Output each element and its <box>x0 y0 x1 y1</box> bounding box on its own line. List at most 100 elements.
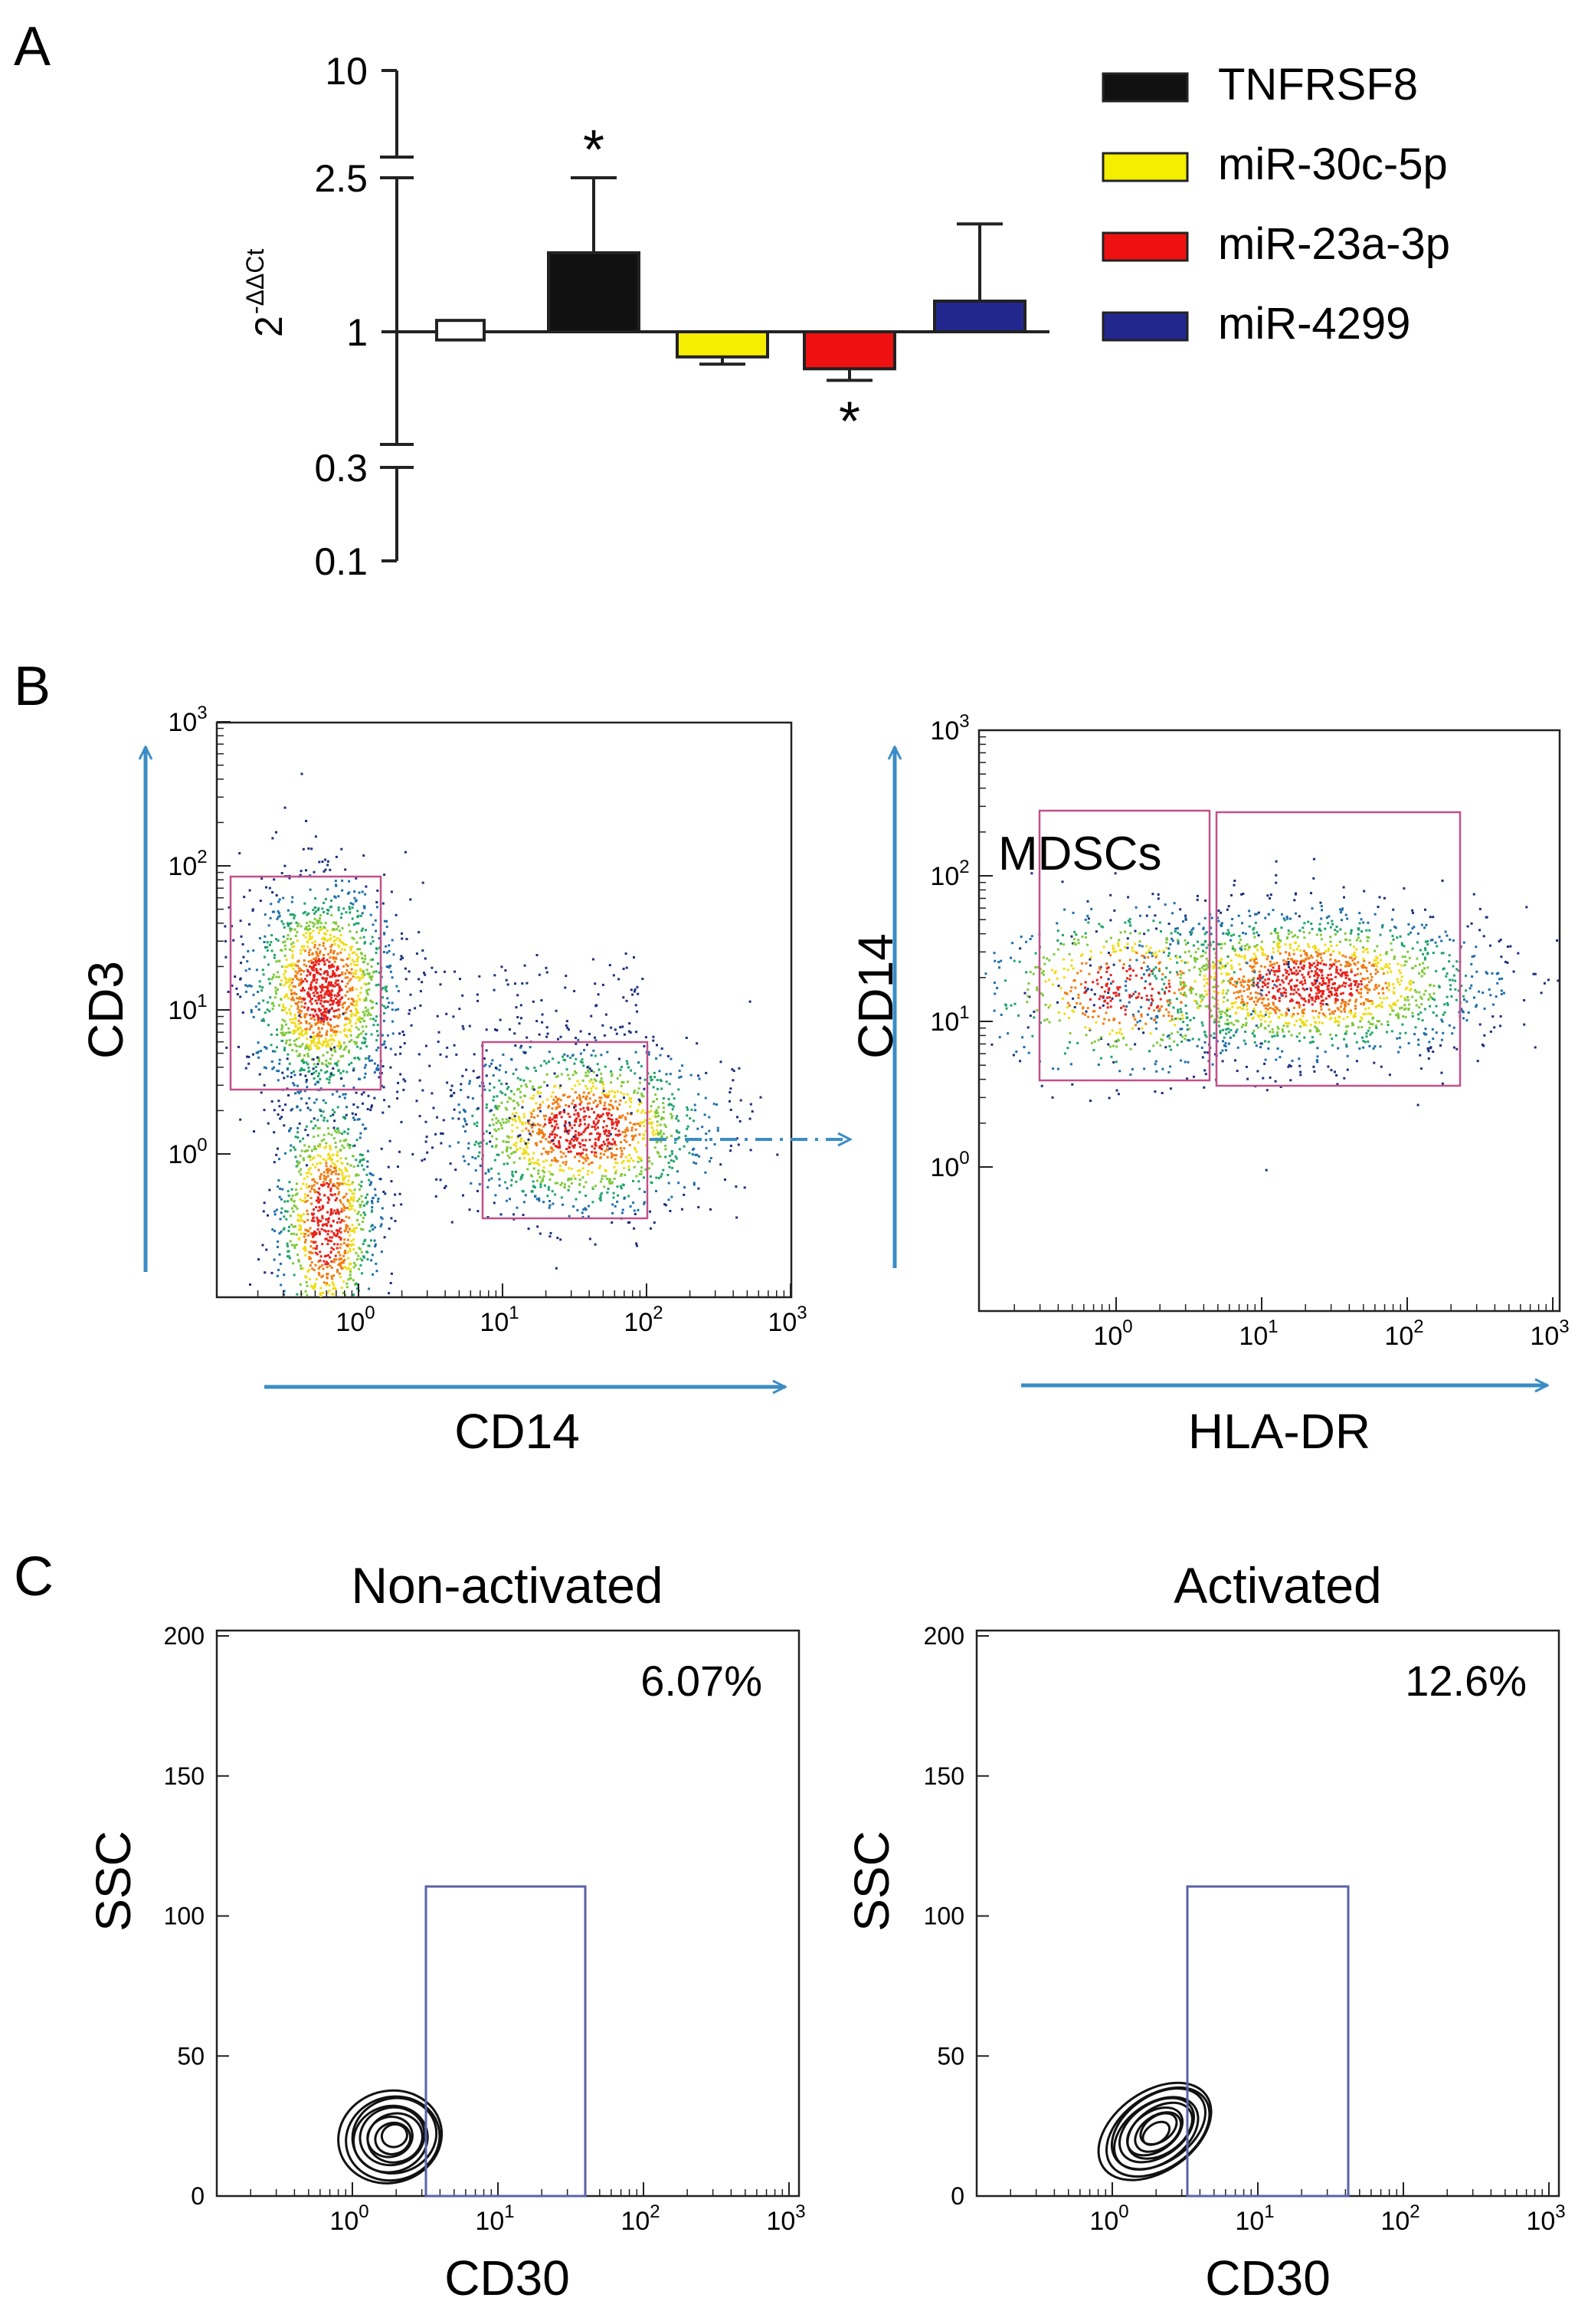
b1-dot-cd3-cluster <box>332 999 336 1002</box>
b2-dot-hla-dr-cluster <box>1318 1021 1321 1024</box>
b1-dot-cd3-cluster <box>286 924 290 927</box>
b2-dot-hla-dr-cluster <box>1406 950 1410 953</box>
b1-dot-cd14-cluster <box>578 1159 581 1162</box>
b1-dot-cd3-cluster <box>273 953 276 956</box>
b1-dot-neg-cluster <box>370 1181 372 1184</box>
b1-dot-neg-cluster <box>283 1273 286 1277</box>
b1-dot-sparse <box>563 1109 566 1112</box>
b1-dot-cd14-cluster <box>633 1209 636 1212</box>
b1-dot-neg-cluster <box>282 1228 285 1231</box>
b1-dot-cd3-cluster <box>277 975 280 978</box>
b1-dot-cd3-cluster <box>351 959 354 962</box>
b1-dot-cd3-cluster <box>252 993 255 996</box>
b2-dot-hla-dr-cluster <box>1279 1086 1282 1088</box>
b1-dot-neg-cluster <box>340 1208 343 1211</box>
b1-dot-cd3-cluster <box>332 928 336 931</box>
b1-dot-neg-cluster <box>339 1077 342 1080</box>
b1-dot-cd3-cluster <box>276 1070 279 1073</box>
b1-dot-cd14-cluster <box>436 1014 439 1018</box>
b2-dot-hla-dr-cluster <box>1379 1045 1382 1048</box>
b1-dot-cd3-cluster <box>300 1021 303 1024</box>
b1-dot-cd14-cluster <box>500 1126 503 1129</box>
b1-dot-cd14-cluster <box>525 1151 528 1154</box>
b1-dot-cd14-cluster <box>547 1140 550 1143</box>
b1-dot-neg-cluster <box>356 1200 359 1203</box>
b1-dot-cd3-cluster <box>267 963 270 966</box>
b1-dot-cd3-cluster <box>365 1033 368 1036</box>
b1-dot-cd14-cluster <box>539 1124 542 1127</box>
b1-dot-cd14-cluster <box>588 1237 591 1241</box>
b1-dot-cd3-cluster <box>338 929 341 933</box>
b2-dot-hla-dr-cluster <box>1168 952 1171 955</box>
b1-dot-cd14-cluster <box>546 1098 549 1101</box>
b1-dot-cd3-cluster <box>310 1002 313 1005</box>
b2-dot-hla-dr-cluster <box>1315 972 1318 975</box>
b1-dot-cd3-cluster <box>348 1021 351 1024</box>
b1-dot-cd14-cluster <box>565 1148 568 1150</box>
b1-dot-cd3-cluster <box>352 972 355 975</box>
b1-dot-neg-cluster <box>369 1109 372 1112</box>
b1-dot-cd14-cluster <box>558 1140 560 1143</box>
b1-dot-cd14-cluster <box>614 1091 617 1094</box>
b1-dot-cd14-cluster <box>507 1119 510 1123</box>
b1-dot-cd3-cluster <box>342 1041 345 1044</box>
b1-dot-cd14-cluster <box>621 1131 624 1133</box>
b1-dot-neg-cluster <box>337 1182 340 1185</box>
a-y-tick-label: 0.1 <box>314 540 368 583</box>
b1-dot-neg-cluster <box>267 1214 269 1217</box>
b1-dot-cd14-cluster <box>640 1101 643 1104</box>
b1-dot-neg-cluster <box>296 1105 299 1108</box>
b1-dot-cd14-cluster <box>562 1203 565 1206</box>
b1-dot-cd3-cluster <box>277 988 279 991</box>
b1-dot-cd14-cluster <box>612 1122 615 1125</box>
b1-dot-cd14-cluster <box>606 1178 609 1181</box>
b1-dot-sparse <box>432 1106 435 1110</box>
b1-dot-cd14-cluster <box>621 1208 624 1211</box>
b1-dot-cd14-cluster <box>495 1122 498 1125</box>
b1-dot-cd14-cluster <box>696 1042 699 1045</box>
b1-dot-cd3-cluster <box>254 1005 257 1008</box>
b1-dot-neg-cluster <box>320 1228 323 1231</box>
b1-dot-neg-cluster <box>293 1244 296 1247</box>
b1-dot-cd3-cluster <box>283 954 286 957</box>
b1-dot-cd14-cluster <box>627 1030 630 1033</box>
b1-dot-cd14-cluster <box>562 1169 565 1172</box>
b1-dot-cd3-cluster <box>278 915 281 918</box>
b1-dot-cd14-cluster <box>564 1120 567 1123</box>
b1-dot-cd3-cluster <box>375 984 378 987</box>
b2-dot-hla-dr-cluster <box>1354 963 1357 966</box>
b2-dot-hla-dr-cluster <box>1274 997 1277 1000</box>
b2-dot-hla-dr-cluster <box>1254 962 1257 965</box>
b1-dot-cd14-cluster <box>516 1136 519 1139</box>
b1-dot-cd14-cluster <box>483 1085 485 1088</box>
b1-dot-cd3-cluster <box>279 983 282 986</box>
b1-dot-cd14-cluster <box>495 1144 498 1147</box>
panel-a-y-label: 2 -ΔΔCt <box>241 248 290 337</box>
b1-dot-cd14-cluster <box>494 1028 496 1031</box>
b1-dot-neg-cluster <box>278 1195 281 1198</box>
b1-dot-neg-cluster <box>385 1046 388 1049</box>
b1-dot-cd14-cluster <box>605 1125 608 1128</box>
b1-dot-cd14-cluster <box>586 1102 589 1105</box>
b1-dot-cd14-cluster <box>522 1113 526 1116</box>
b1-dot-neg-cluster <box>296 1218 300 1221</box>
b1-dot-cd3-cluster <box>293 928 296 931</box>
b1-dot-neg-cluster <box>359 1264 362 1267</box>
b1-dot-neg-cluster <box>329 1165 332 1168</box>
b1-dot-cd14-cluster <box>512 1072 515 1075</box>
b1-dot-cd3-cluster <box>296 1002 299 1005</box>
b1-dot-neg-cluster <box>263 1201 266 1205</box>
b1-dot-cd14-cluster <box>671 1115 673 1118</box>
b1-dot-cd3-cluster <box>329 951 332 954</box>
b1-dot-cd3-cluster <box>293 1013 296 1016</box>
b1-dot-cd14-cluster <box>519 1078 522 1081</box>
b1-dot-cd14-cluster <box>705 1139 708 1142</box>
b1-dot-neg-cluster <box>341 1132 344 1136</box>
b2-dot-hla-dr-cluster <box>1256 944 1259 946</box>
b1-dot-cd3-cluster <box>365 1025 368 1028</box>
b2-dot-hla-dr-cluster <box>1303 949 1305 952</box>
b1-dot-cd14-cluster <box>494 1146 497 1149</box>
b1-dot-cd14-cluster <box>510 1136 513 1139</box>
b1-dot-cd14-cluster <box>431 1146 434 1149</box>
b1-dot-cd3-cluster <box>239 978 242 981</box>
